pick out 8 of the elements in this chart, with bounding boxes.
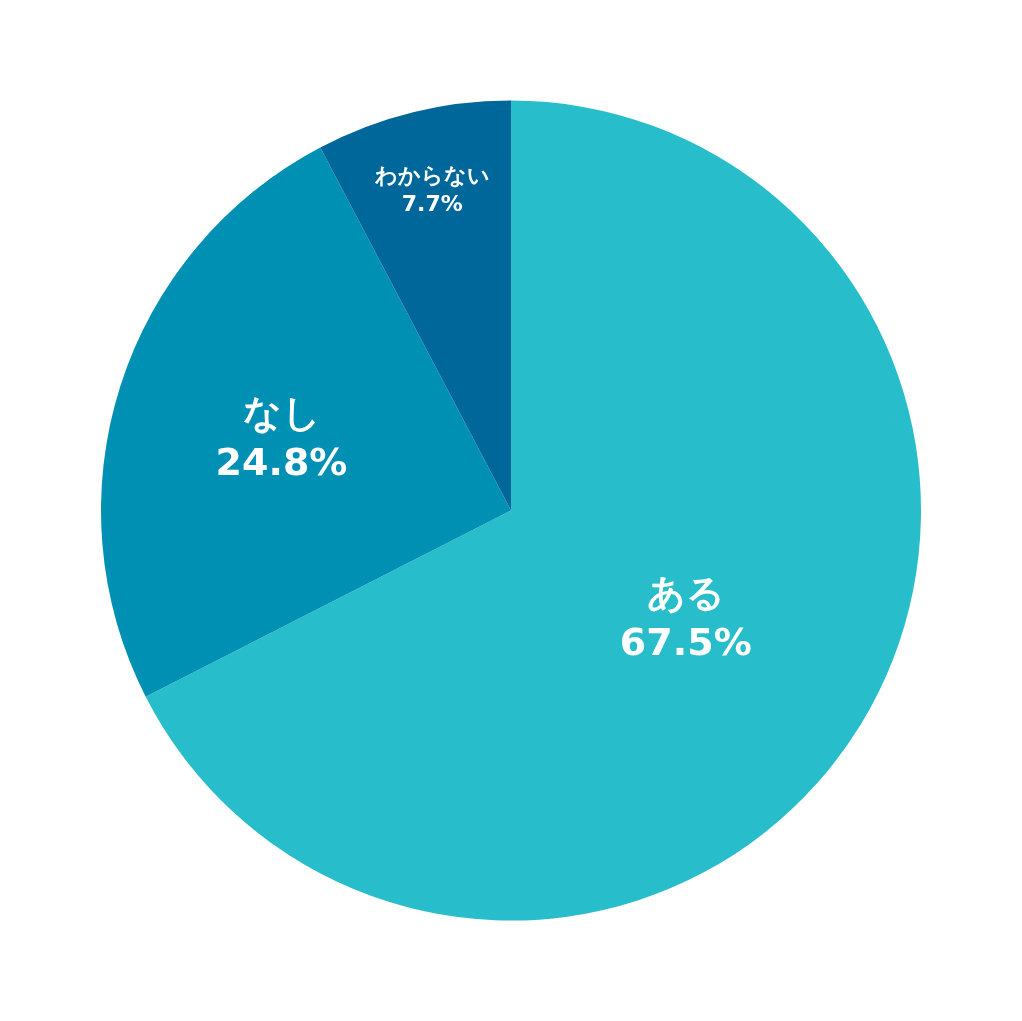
pie-slice xyxy=(145,100,921,920)
data-label: 67.5% xyxy=(619,620,752,665)
slice-label: わからない xyxy=(373,162,490,188)
slice-label: なし xyxy=(242,390,321,435)
data-label: 24.8% xyxy=(215,440,348,485)
slice-label: ある xyxy=(646,570,725,615)
pie-slice xyxy=(101,147,511,697)
data-label: 7.7% xyxy=(401,191,463,217)
